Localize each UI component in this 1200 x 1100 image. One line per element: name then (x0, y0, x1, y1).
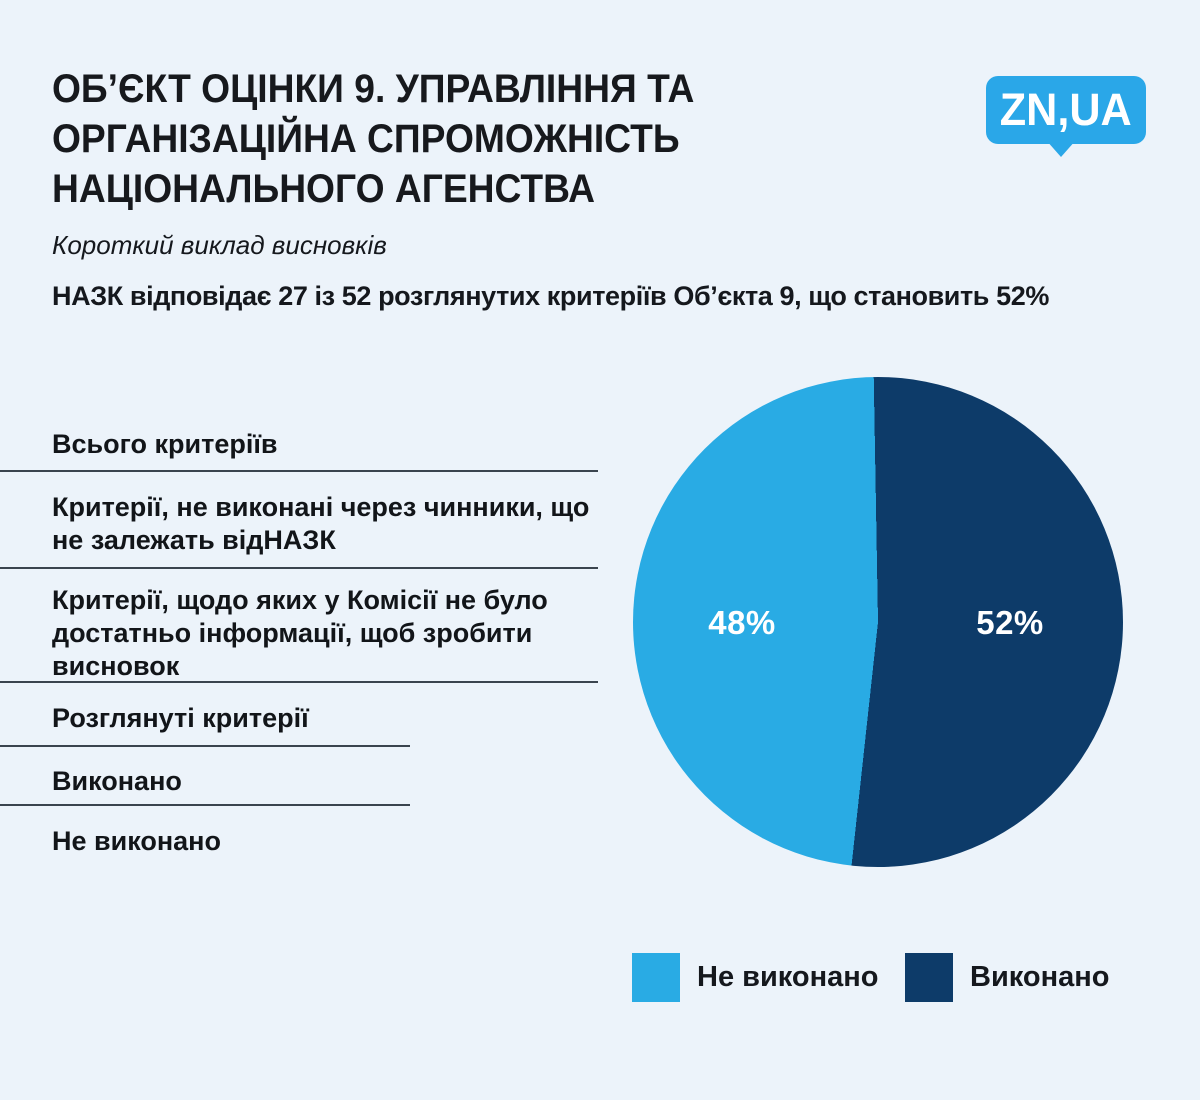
znua-logo-badge: ZN,UA (986, 76, 1146, 157)
znua-logo-tail-icon (1046, 140, 1076, 157)
criteria-item-total: Всього критеріїв (52, 429, 278, 459)
pie-chart: 48% 52% (633, 377, 1123, 867)
pie-slice-label-not-met: 48% (708, 604, 776, 641)
list-divider (0, 745, 410, 747)
legend-swatch-not-met (632, 953, 680, 1002)
page-title-line-2: ОРГАНІЗАЦІЙНА СПРОМОЖНІСТЬ (52, 117, 680, 161)
page-title-line-1: ОБ’ЄКТ ОЦІНКИ 9. УПРАВЛІННЯ ТА (52, 67, 695, 111)
legend-swatch-met (905, 953, 953, 1002)
criteria-item-insufficient-info: Критерії, щодо яких у Комісії не було до… (52, 585, 548, 681)
list-divider (0, 567, 598, 569)
page-title: ОБ’ЄКТ ОЦІНКИ 9. УПРАВЛІННЯ ТА ОРГАНІЗАЦ… (52, 64, 743, 214)
legend-item-met: Виконано (905, 953, 1110, 1002)
list-divider (0, 804, 410, 806)
list-divider (0, 470, 598, 472)
criteria-item-met: Виконано (52, 766, 182, 796)
summary-lead: НАЗК відповідає 27 із 52 розглянутих кри… (52, 281, 1049, 311)
page-title-line-3: НАЦІОНАЛЬНОГО АГЕНСТВА (52, 167, 596, 211)
criteria-item-not-met-external: Критерії, не виконані через чинники, що … (52, 492, 590, 555)
pie-slice-label-met: 52% (976, 604, 1044, 641)
criteria-item-not-met: Не виконано (52, 826, 221, 856)
legend-label-met: Виконано (970, 961, 1110, 993)
list-divider (0, 681, 598, 683)
legend-label-not-met: Не виконано (697, 961, 879, 993)
znua-logo-text: ZN,UA (999, 84, 1132, 135)
criteria-item-reviewed: Розглянуті критерії (52, 703, 309, 733)
page-subtitle: Короткий виклад висновків (52, 230, 387, 260)
legend-item-not-met: Не виконано (632, 953, 879, 1002)
